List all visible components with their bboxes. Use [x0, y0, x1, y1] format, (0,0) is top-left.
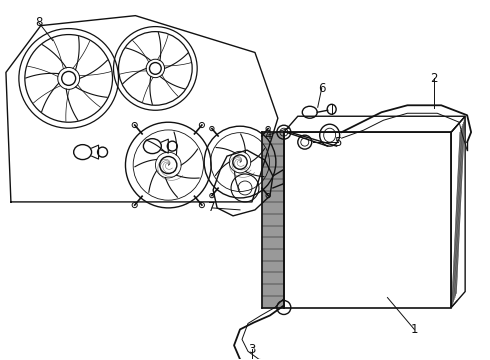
Text: 3: 3: [248, 343, 256, 356]
Text: 6: 6: [318, 82, 325, 95]
Text: 7: 7: [208, 201, 216, 215]
Text: 8: 8: [35, 16, 43, 29]
Text: 4: 4: [264, 129, 271, 142]
Text: 1: 1: [411, 323, 418, 336]
Text: 2: 2: [431, 72, 438, 85]
Text: 5: 5: [334, 136, 342, 149]
